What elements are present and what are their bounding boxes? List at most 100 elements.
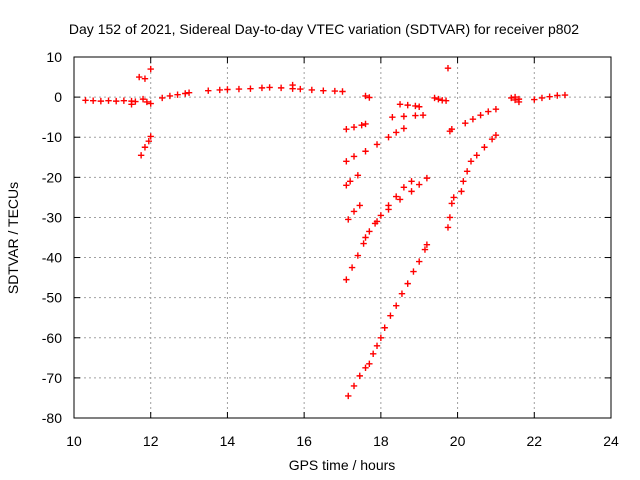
data-point [444,65,452,72]
data-point [373,218,381,225]
data-point [320,87,327,94]
data-point [481,144,488,151]
data-point [331,87,339,95]
data-point [224,86,231,93]
data-point [112,97,120,105]
data-point [139,95,147,103]
y-tick-label: -80 [42,410,62,426]
data-point [297,85,304,93]
data-point [358,121,365,129]
y-tick-label: -60 [42,330,62,346]
data-point [366,94,373,101]
data-point [421,246,429,253]
data-point [345,216,352,223]
x-tick-label: 12 [143,433,159,449]
data-point [446,214,454,221]
data-point [141,144,149,151]
data-point [350,123,358,131]
x-tick-label: 18 [373,433,389,449]
data-point [381,324,388,331]
data-point [485,108,492,115]
data-point [360,240,367,247]
data-point [343,126,350,133]
data-point [463,168,471,175]
data-point [408,188,415,195]
data-point [166,92,174,100]
data-point [561,91,569,99]
data-point [448,200,456,207]
data-point [145,138,152,145]
data-point [89,97,97,104]
data-point [132,98,139,105]
data-point [398,290,406,297]
data-point [416,181,423,188]
data-point [159,94,166,102]
data-point [387,312,394,319]
data-point [416,258,423,265]
data-point [531,96,538,103]
data-point [247,85,254,92]
data-point [554,92,561,99]
y-tick-labels: 10 0 -10 -20 -30 -40 -50 -60 -70 -80 [42,49,62,426]
data-point [404,101,411,109]
data-point [366,360,373,368]
data-point [492,132,500,139]
data-point [448,126,456,133]
data-point [356,372,363,380]
data-points [82,65,569,400]
data-point [277,84,285,92]
data-point [404,280,411,287]
data-point [412,102,419,110]
data-point [511,93,519,101]
data-point [136,73,143,81]
data-point [362,364,369,372]
x-tick-label: 22 [526,433,542,449]
data-point [105,97,112,104]
data-point [467,158,475,165]
data-point [546,93,553,100]
data-point [343,276,350,283]
data-point [389,113,396,121]
data-point [82,97,89,104]
data-point [345,392,352,400]
data-point [182,90,189,97]
data-point [538,94,546,102]
data-point [396,101,404,108]
y-tick-label: -70 [42,370,62,386]
grid-lines [74,57,611,418]
data-point [460,178,467,185]
data-point [369,350,377,358]
data-point [515,95,523,103]
data-point [408,178,415,185]
data-point [393,302,400,309]
data-point [348,264,356,271]
data-point [258,84,266,92]
data-point [362,234,369,241]
data-point [400,125,408,132]
x-tick-label: 10 [66,433,82,449]
data-point [339,88,346,95]
data-point [289,81,296,89]
x-axis-label: GPS time / hours [289,457,396,473]
data-point [377,334,385,341]
data-point [373,141,381,148]
data-point [412,112,419,119]
data-point [410,268,417,275]
data-point [469,115,477,123]
data-point [442,97,450,104]
data-point [377,212,385,219]
data-point [137,152,145,159]
y-tick-label: -40 [42,250,62,266]
data-point [462,119,469,127]
data-point [444,224,452,231]
x-tick-label: 16 [296,433,312,449]
data-point [373,342,381,349]
data-point [473,152,480,159]
y-tick-label: -20 [42,169,62,185]
data-point [362,120,369,128]
data-point [400,113,408,120]
y-tick-label: -30 [42,209,62,225]
data-point [423,174,431,182]
data-point [205,87,212,94]
